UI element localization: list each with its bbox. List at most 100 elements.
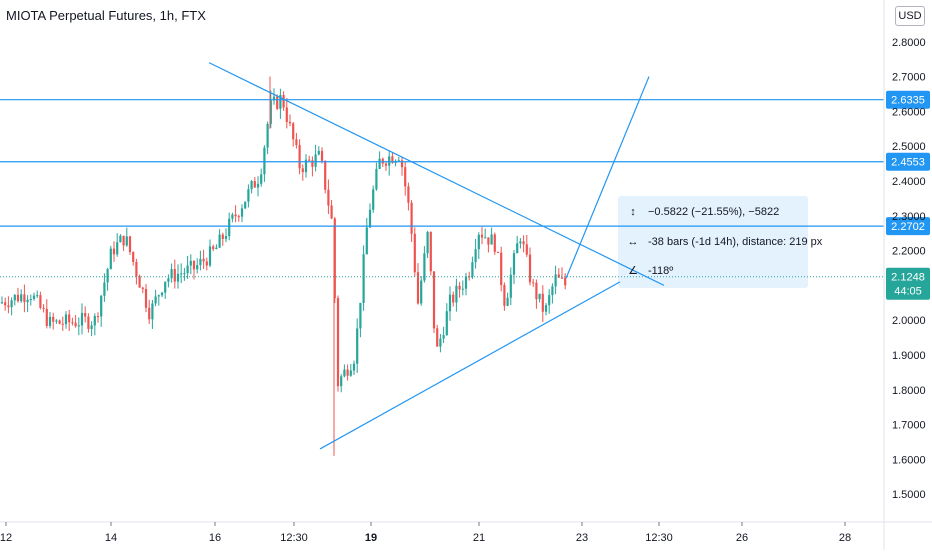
x-tick-label: 12:30: [645, 532, 673, 544]
candle-body: [317, 150, 320, 155]
candle-body: [164, 281, 167, 293]
candle-body: [496, 251, 500, 253]
candle-body: [279, 94, 282, 109]
x-tick-label: 21: [473, 532, 485, 544]
x-tick-label: 12:30: [280, 532, 308, 544]
candle-body: [256, 183, 260, 188]
candle-body: [535, 282, 538, 300]
price-range-icon: ↕: [630, 206, 636, 218]
candle-body: [503, 285, 506, 306]
candle-body: [423, 253, 426, 281]
candle-body: [116, 242, 119, 255]
currency-badge[interactable]: USD: [895, 6, 925, 26]
candle-body: [228, 218, 231, 237]
candle-body: [253, 181, 256, 188]
candle-body: [90, 325, 93, 329]
measure-price-row: ↕ −0.5822 (−21.55%), −5822: [626, 206, 779, 218]
y-tick-label: 2.7000: [892, 72, 926, 84]
measure-angle-row: ∠ -118º: [626, 264, 673, 277]
candle-body: [93, 316, 96, 326]
candle-body: [356, 328, 359, 364]
candle-body: [391, 156, 394, 163]
candle-body: [215, 247, 218, 250]
candle-body: [548, 295, 551, 306]
candle-body: [320, 150, 324, 161]
candle-body: [157, 295, 160, 297]
candle-body: [416, 272, 420, 304]
candle-body: [7, 305, 10, 308]
y-tick-label: 2.4000: [892, 176, 926, 188]
candle-body: [167, 278, 170, 282]
candle-body: [148, 307, 151, 320]
candle-body: [564, 277, 567, 286]
candle-body: [183, 273, 186, 275]
candle-body: [58, 320, 61, 324]
candle-body: [36, 295, 39, 297]
candle-body: [298, 145, 301, 169]
candle-body: [404, 167, 407, 187]
candle-body: [557, 274, 560, 278]
candle-body: [448, 294, 452, 312]
candle-body: [365, 227, 368, 255]
x-tick-label: 16: [209, 532, 221, 544]
candle-body: [138, 276, 141, 288]
candle-body: [512, 253, 516, 275]
candle-body: [458, 285, 461, 290]
price-label-box: [886, 217, 930, 236]
x-tick-label: 28: [839, 532, 851, 544]
candle-body: [474, 249, 477, 263]
candle-body: [132, 252, 135, 262]
candle-body: [48, 316, 52, 326]
candle-body: [39, 295, 42, 308]
candle-body: [477, 234, 480, 250]
candle-body: [343, 369, 346, 377]
candle-body: [506, 297, 509, 306]
candle-body: [112, 248, 116, 255]
candle-body: [442, 335, 445, 339]
x-tick-label: 12: [0, 532, 12, 544]
candle-body: [525, 244, 528, 255]
candle-body: [77, 325, 80, 327]
candle-body: [212, 246, 215, 250]
y-tick-label: 1.9000: [892, 350, 926, 362]
candle-body: [336, 298, 340, 387]
candle-body: [554, 274, 557, 287]
candle-body: [0, 302, 4, 304]
candle-body: [263, 147, 266, 175]
candle-body: [500, 252, 503, 286]
candle-body: [103, 282, 106, 296]
candle-body: [384, 163, 388, 166]
candle-body: [445, 311, 448, 336]
candle-body: [144, 288, 148, 308]
candle-body: [64, 314, 68, 325]
candle-body: [349, 370, 352, 376]
candle-body: [10, 300, 13, 308]
candle-body: [231, 214, 234, 219]
candle-body: [522, 241, 525, 245]
x-tick-label: 14: [105, 532, 117, 544]
candle-body: [301, 168, 304, 173]
candle-body: [436, 328, 439, 347]
candle-body: [461, 288, 464, 290]
candle-body: [135, 261, 138, 277]
candle-body: [487, 237, 490, 245]
candle-body: [160, 292, 164, 296]
candle-body: [359, 302, 362, 329]
candle-body: [346, 369, 349, 376]
candle-body: [199, 258, 202, 266]
last-price-value: 2.1248: [891, 272, 925, 284]
candle-body: [87, 316, 90, 329]
candle-body: [400, 160, 404, 168]
candle-body: [528, 254, 532, 283]
candle-body: [80, 313, 84, 326]
candle-body: [304, 159, 308, 173]
candle-body: [410, 202, 413, 234]
candle-body: [324, 160, 327, 190]
candle-body: [362, 254, 365, 303]
candle-body: [397, 160, 400, 162]
candle-body: [100, 295, 103, 317]
candle-body: [295, 139, 298, 146]
candle-body: [20, 294, 23, 302]
